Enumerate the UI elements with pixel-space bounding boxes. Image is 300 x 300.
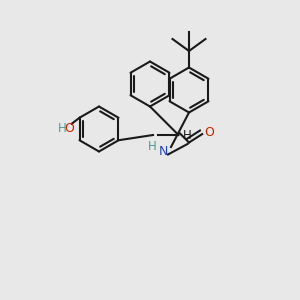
- Text: O: O: [64, 122, 74, 135]
- Text: O: O: [204, 126, 214, 140]
- Text: H: H: [182, 129, 191, 142]
- Text: H: H: [58, 122, 67, 135]
- Text: H: H: [148, 140, 157, 153]
- Text: N: N: [159, 145, 168, 158]
